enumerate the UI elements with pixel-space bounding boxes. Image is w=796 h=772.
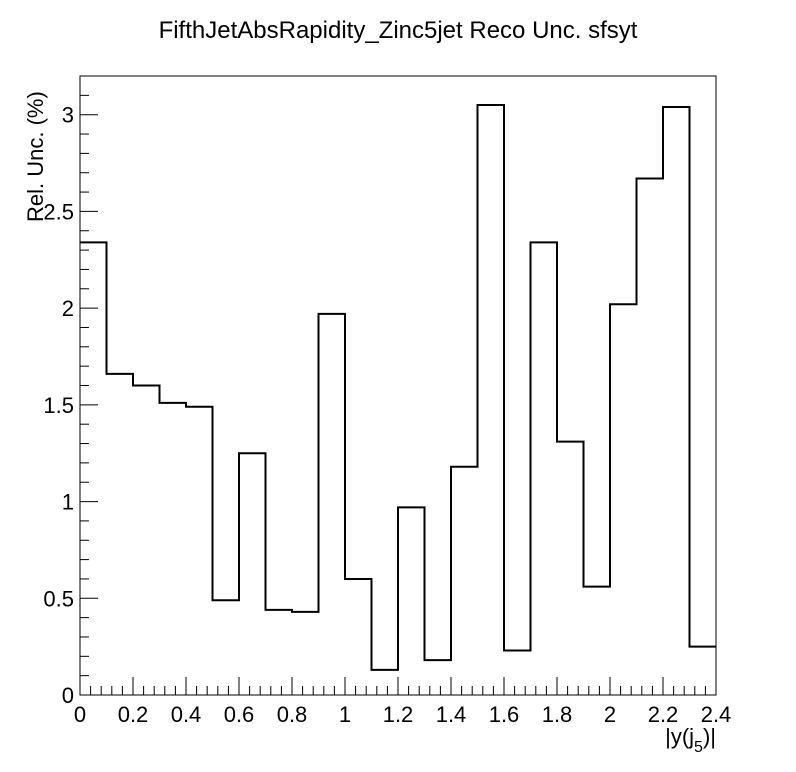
x-axis-title: |y(j5)|	[665, 724, 716, 756]
x-tick-label: 1.2	[383, 702, 414, 727]
x-axis-title-post: )|	[703, 724, 716, 749]
y-tick-label: 2.5	[43, 199, 74, 224]
chart-title: FifthJetAbsRapidity_Zinc5jet Reco Unc. s…	[159, 17, 638, 44]
y-tick-label: 0.5	[43, 586, 74, 611]
y-tick-label: 3	[62, 103, 74, 128]
x-tick-label: 0.4	[171, 702, 202, 727]
x-tick-label: 1.8	[542, 702, 573, 727]
x-tick-label: 0.6	[224, 702, 255, 727]
y-tick-label: 1.5	[43, 393, 74, 418]
x-tick-label: 1.6	[489, 702, 520, 727]
axis-tick-labels: 0 0.2 0.4 0.6 0.8 1 1.2 1.4 1.6 1.8 2 2.2 2.4 0 0.5 1 1.…	[43, 103, 731, 727]
y-axis-title: Rel. Unc. (%)	[23, 91, 48, 222]
histogram-line	[80, 104, 716, 671]
x-tick-label: 0.8	[277, 702, 308, 727]
x-tick-label: 2	[604, 702, 616, 727]
y-tick-label: 1	[62, 490, 74, 515]
x-tick-label: 1.4	[436, 702, 467, 727]
x-axis-title-sub: 5	[694, 739, 703, 756]
x-tick-label: 0.2	[118, 702, 149, 727]
x-tick-label: 0	[74, 702, 86, 727]
x-tick-label: 2.4	[701, 702, 732, 727]
x-axis-title-pre: |y(j	[665, 724, 694, 749]
axis-ticks	[79, 75, 717, 696]
y-tick-label: 0	[62, 683, 74, 708]
y-tick-label: 2	[62, 296, 74, 321]
x-tick-label: 1	[339, 702, 351, 727]
x-tick-label: 2.2	[648, 702, 679, 727]
